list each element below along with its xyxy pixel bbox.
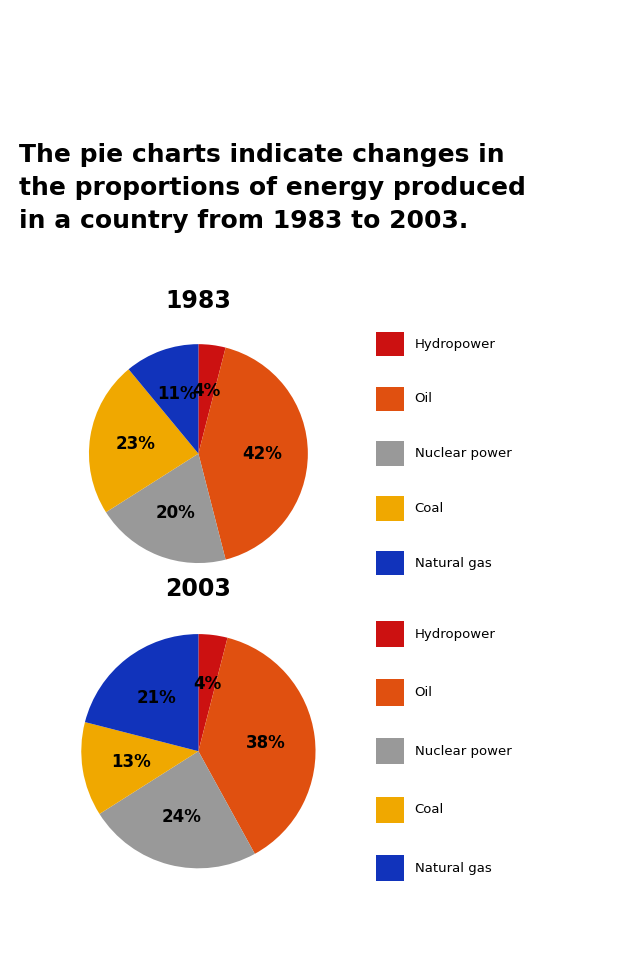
Wedge shape [198, 345, 226, 454]
Text: 4%: 4% [193, 675, 221, 693]
Text: Coal: Coal [415, 502, 444, 515]
Wedge shape [129, 345, 198, 454]
Text: Oil: Oil [415, 393, 433, 405]
Text: 20%: 20% [155, 504, 195, 521]
Text: 11%: 11% [157, 385, 196, 403]
Text: www.ieltsluminary.com: www.ieltsluminary.com [225, 88, 415, 107]
Text: Oil: Oil [415, 686, 433, 699]
Text: Task 1 Band 9 Sample Answer: Task 1 Band 9 Sample Answer [75, 47, 565, 75]
Bar [376, 332, 404, 356]
Title: 1983: 1983 [166, 290, 231, 314]
Text: IELTS Academic: IELTS Academic [255, 15, 385, 34]
Wedge shape [89, 370, 198, 513]
Text: 23%: 23% [116, 435, 156, 453]
Text: 42%: 42% [242, 444, 282, 463]
Text: 21%: 21% [137, 688, 177, 707]
Wedge shape [81, 722, 198, 814]
Text: 13%: 13% [111, 753, 151, 771]
Bar [376, 738, 404, 764]
Text: 4%: 4% [192, 382, 221, 399]
Title: 2003: 2003 [166, 578, 231, 602]
Text: Hydropower: Hydropower [415, 338, 495, 350]
Text: Hydropower: Hydropower [415, 628, 495, 640]
Bar [376, 680, 404, 706]
Text: Nuclear power: Nuclear power [415, 447, 511, 460]
Text: 38%: 38% [246, 733, 285, 752]
Text: Coal: Coal [415, 804, 444, 816]
Wedge shape [198, 635, 228, 751]
Text: Natural gas: Natural gas [415, 862, 492, 875]
Text: 24%: 24% [161, 808, 202, 826]
Wedge shape [198, 637, 316, 853]
Wedge shape [99, 751, 255, 868]
Bar [376, 797, 404, 823]
Text: The pie charts indicate changes in
the proportions of energy produced
in a count: The pie charts indicate changes in the p… [19, 143, 526, 232]
Bar [376, 496, 404, 520]
Wedge shape [106, 454, 226, 563]
Bar [376, 855, 404, 881]
Bar [376, 621, 404, 647]
Wedge shape [198, 348, 308, 560]
Text: Natural gas: Natural gas [415, 557, 492, 569]
Wedge shape [85, 635, 198, 751]
Bar [376, 387, 404, 411]
Bar [376, 551, 404, 575]
Bar [376, 442, 404, 466]
Text: Nuclear power: Nuclear power [415, 745, 511, 757]
